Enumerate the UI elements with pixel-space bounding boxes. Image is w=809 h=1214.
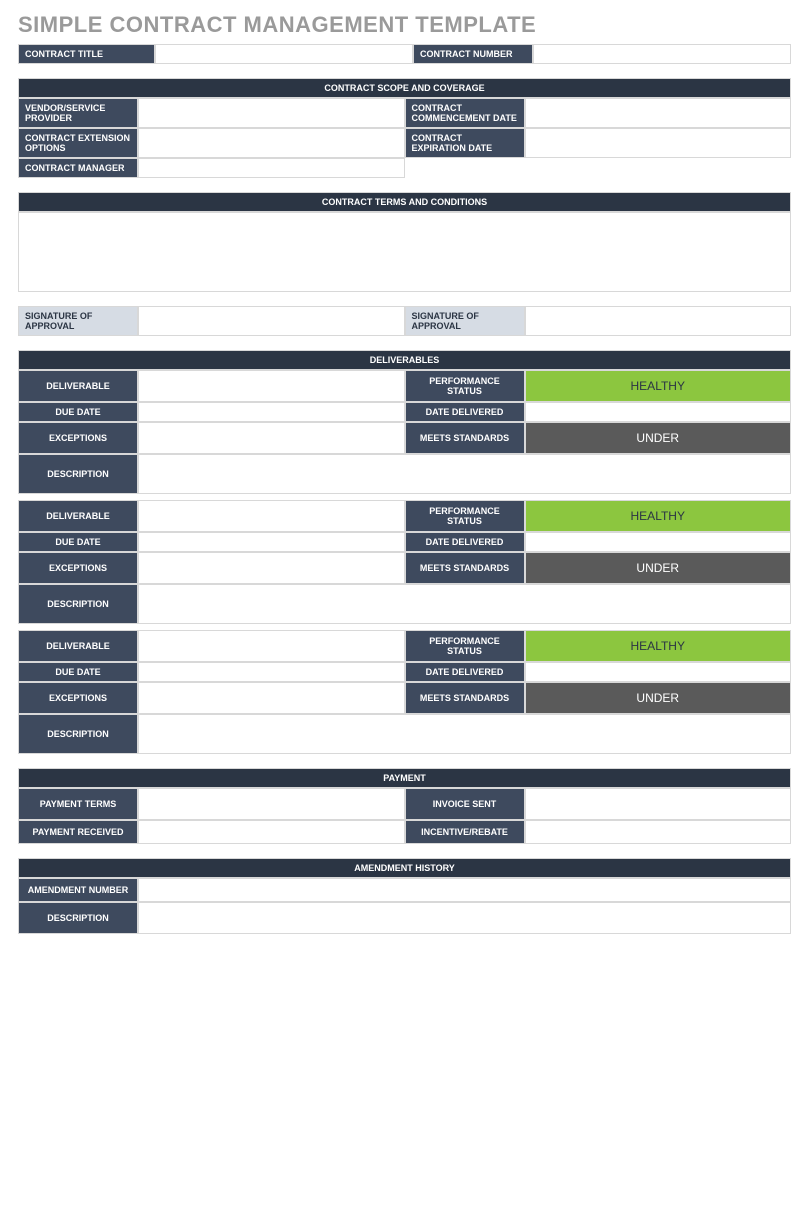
amendment-description-value[interactable] bbox=[138, 902, 791, 934]
date-delivered-value[interactable] bbox=[525, 402, 792, 422]
contract-title-label: CONTRACT TITLE bbox=[18, 44, 155, 64]
meets-standards-label: MEETS STANDARDS bbox=[405, 422, 525, 454]
expiration-value[interactable] bbox=[525, 128, 792, 158]
payment-received-value[interactable] bbox=[138, 820, 405, 844]
date-delivered-value[interactable] bbox=[525, 662, 792, 682]
payment-terms-value[interactable] bbox=[138, 788, 405, 820]
incentive-label: INCENTIVE/REBATE bbox=[405, 820, 525, 844]
meets-standards-value[interactable]: UNDER bbox=[525, 552, 792, 584]
due-date-label: DUE DATE bbox=[18, 402, 138, 422]
date-delivered-label: DATE DELIVERED bbox=[405, 532, 525, 552]
deliverable-block: DELIVERABLE PERFORMANCE STATUSHEALTHY DUE … bbox=[18, 370, 791, 494]
deliverable-label: DELIVERABLE bbox=[18, 500, 138, 532]
signature2-label: SIGNATURE OF APPROVAL bbox=[405, 306, 525, 336]
exceptions-value[interactable] bbox=[138, 682, 405, 714]
deliverables-section: DELIVERABLES DELIVERABLE PERFORMANCE STAT… bbox=[18, 350, 791, 754]
scope-section: CONTRACT SCOPE AND COVERAGE VENDOR/SERVI… bbox=[18, 78, 791, 178]
description-value[interactable] bbox=[138, 584, 791, 624]
payment-terms-label: PAYMENT TERMS bbox=[18, 788, 138, 820]
meets-standards-label: MEETS STANDARDS bbox=[405, 552, 525, 584]
amendment-description-label: DESCRIPTION bbox=[18, 902, 138, 934]
expiration-label: CONTRACT EXPIRATION DATE bbox=[405, 128, 525, 158]
exceptions-label: EXCEPTIONS bbox=[18, 422, 138, 454]
exceptions-label: EXCEPTIONS bbox=[18, 682, 138, 714]
contract-number-label: CONTRACT NUMBER bbox=[413, 44, 533, 64]
manager-value[interactable] bbox=[138, 158, 405, 178]
exceptions-value[interactable] bbox=[138, 552, 405, 584]
signature1-value[interactable] bbox=[138, 306, 405, 336]
due-date-value[interactable] bbox=[138, 532, 405, 552]
date-delivered-label: DATE DELIVERED bbox=[405, 662, 525, 682]
meets-standards-value[interactable]: UNDER bbox=[525, 682, 792, 714]
exceptions-label: EXCEPTIONS bbox=[18, 552, 138, 584]
commencement-label: CONTRACT COMMENCEMENT DATE bbox=[405, 98, 525, 128]
amendment-section: AMENDMENT HISTORY AMENDMENT NUMBER DESCR… bbox=[18, 858, 791, 934]
amendment-number-value[interactable] bbox=[138, 878, 791, 902]
commencement-value[interactable] bbox=[525, 98, 792, 128]
description-value[interactable] bbox=[138, 454, 791, 494]
manager-label: CONTRACT MANAGER bbox=[18, 158, 138, 178]
meets-standards-value[interactable]: UNDER bbox=[525, 422, 792, 454]
due-date-label: DUE DATE bbox=[18, 662, 138, 682]
contract-title-value[interactable] bbox=[155, 44, 413, 64]
description-value[interactable] bbox=[138, 714, 791, 754]
terms-header: CONTRACT TERMS AND CONDITIONS bbox=[18, 192, 791, 212]
vendor-value[interactable] bbox=[138, 98, 405, 128]
due-date-label: DUE DATE bbox=[18, 532, 138, 552]
date-delivered-value[interactable] bbox=[525, 532, 792, 552]
scope-header: CONTRACT SCOPE AND COVERAGE bbox=[18, 78, 791, 98]
contract-number-value[interactable] bbox=[533, 44, 791, 64]
performance-status-value[interactable]: HEALTHY bbox=[525, 500, 792, 532]
description-label: DESCRIPTION bbox=[18, 584, 138, 624]
deliverable-block: DELIVERABLE PERFORMANCE STATUSHEALTHY DUE … bbox=[18, 630, 791, 754]
deliverable-label: DELIVERABLE bbox=[18, 630, 138, 662]
invoice-label: INVOICE SENT bbox=[405, 788, 525, 820]
performance-status-label: PERFORMANCE STATUS bbox=[405, 630, 525, 662]
description-label: DESCRIPTION bbox=[18, 454, 138, 494]
signature1-label: SIGNATURE OF APPROVAL bbox=[18, 306, 138, 336]
payment-received-label: PAYMENT RECEIVED bbox=[18, 820, 138, 844]
page-title: SIMPLE CONTRACT MANAGEMENT TEMPLATE bbox=[18, 12, 791, 38]
signature2-value[interactable] bbox=[525, 306, 792, 336]
meets-standards-label: MEETS STANDARDS bbox=[405, 682, 525, 714]
terms-body[interactable] bbox=[18, 212, 791, 292]
payment-header: PAYMENT bbox=[18, 768, 791, 788]
amendment-header: AMENDMENT HISTORY bbox=[18, 858, 791, 878]
extension-label: CONTRACT EXTENSION OPTIONS bbox=[18, 128, 138, 158]
performance-status-value[interactable]: HEALTHY bbox=[525, 370, 792, 402]
due-date-value[interactable] bbox=[138, 402, 405, 422]
signature-section: SIGNATURE OF APPROVAL SIGNATURE OF APPRO… bbox=[18, 306, 791, 336]
performance-status-label: PERFORMANCE STATUS bbox=[405, 370, 525, 402]
date-delivered-label: DATE DELIVERED bbox=[405, 402, 525, 422]
invoice-value[interactable] bbox=[525, 788, 792, 820]
top-section: CONTRACT TITLE CONTRACT NUMBER bbox=[18, 44, 791, 64]
extension-value[interactable] bbox=[138, 128, 405, 158]
exceptions-value[interactable] bbox=[138, 422, 405, 454]
deliverable-label: DELIVERABLE bbox=[18, 370, 138, 402]
deliverable-value[interactable] bbox=[138, 630, 405, 662]
performance-status-value[interactable]: HEALTHY bbox=[525, 630, 792, 662]
deliverable-value[interactable] bbox=[138, 500, 405, 532]
description-label: DESCRIPTION bbox=[18, 714, 138, 754]
deliverable-block: DELIVERABLE PERFORMANCE STATUSHEALTHY DUE … bbox=[18, 500, 791, 624]
amendment-number-label: AMENDMENT NUMBER bbox=[18, 878, 138, 902]
terms-section: CONTRACT TERMS AND CONDITIONS bbox=[18, 192, 791, 292]
vendor-label: VENDOR/SERVICE PROVIDER bbox=[18, 98, 138, 128]
deliverable-value[interactable] bbox=[138, 370, 405, 402]
incentive-value[interactable] bbox=[525, 820, 792, 844]
payment-section: PAYMENT PAYMENT TERMS INVOICE SENT PAYME… bbox=[18, 768, 791, 844]
performance-status-label: PERFORMANCE STATUS bbox=[405, 500, 525, 532]
deliverables-header: DELIVERABLES bbox=[18, 350, 791, 370]
due-date-value[interactable] bbox=[138, 662, 405, 682]
